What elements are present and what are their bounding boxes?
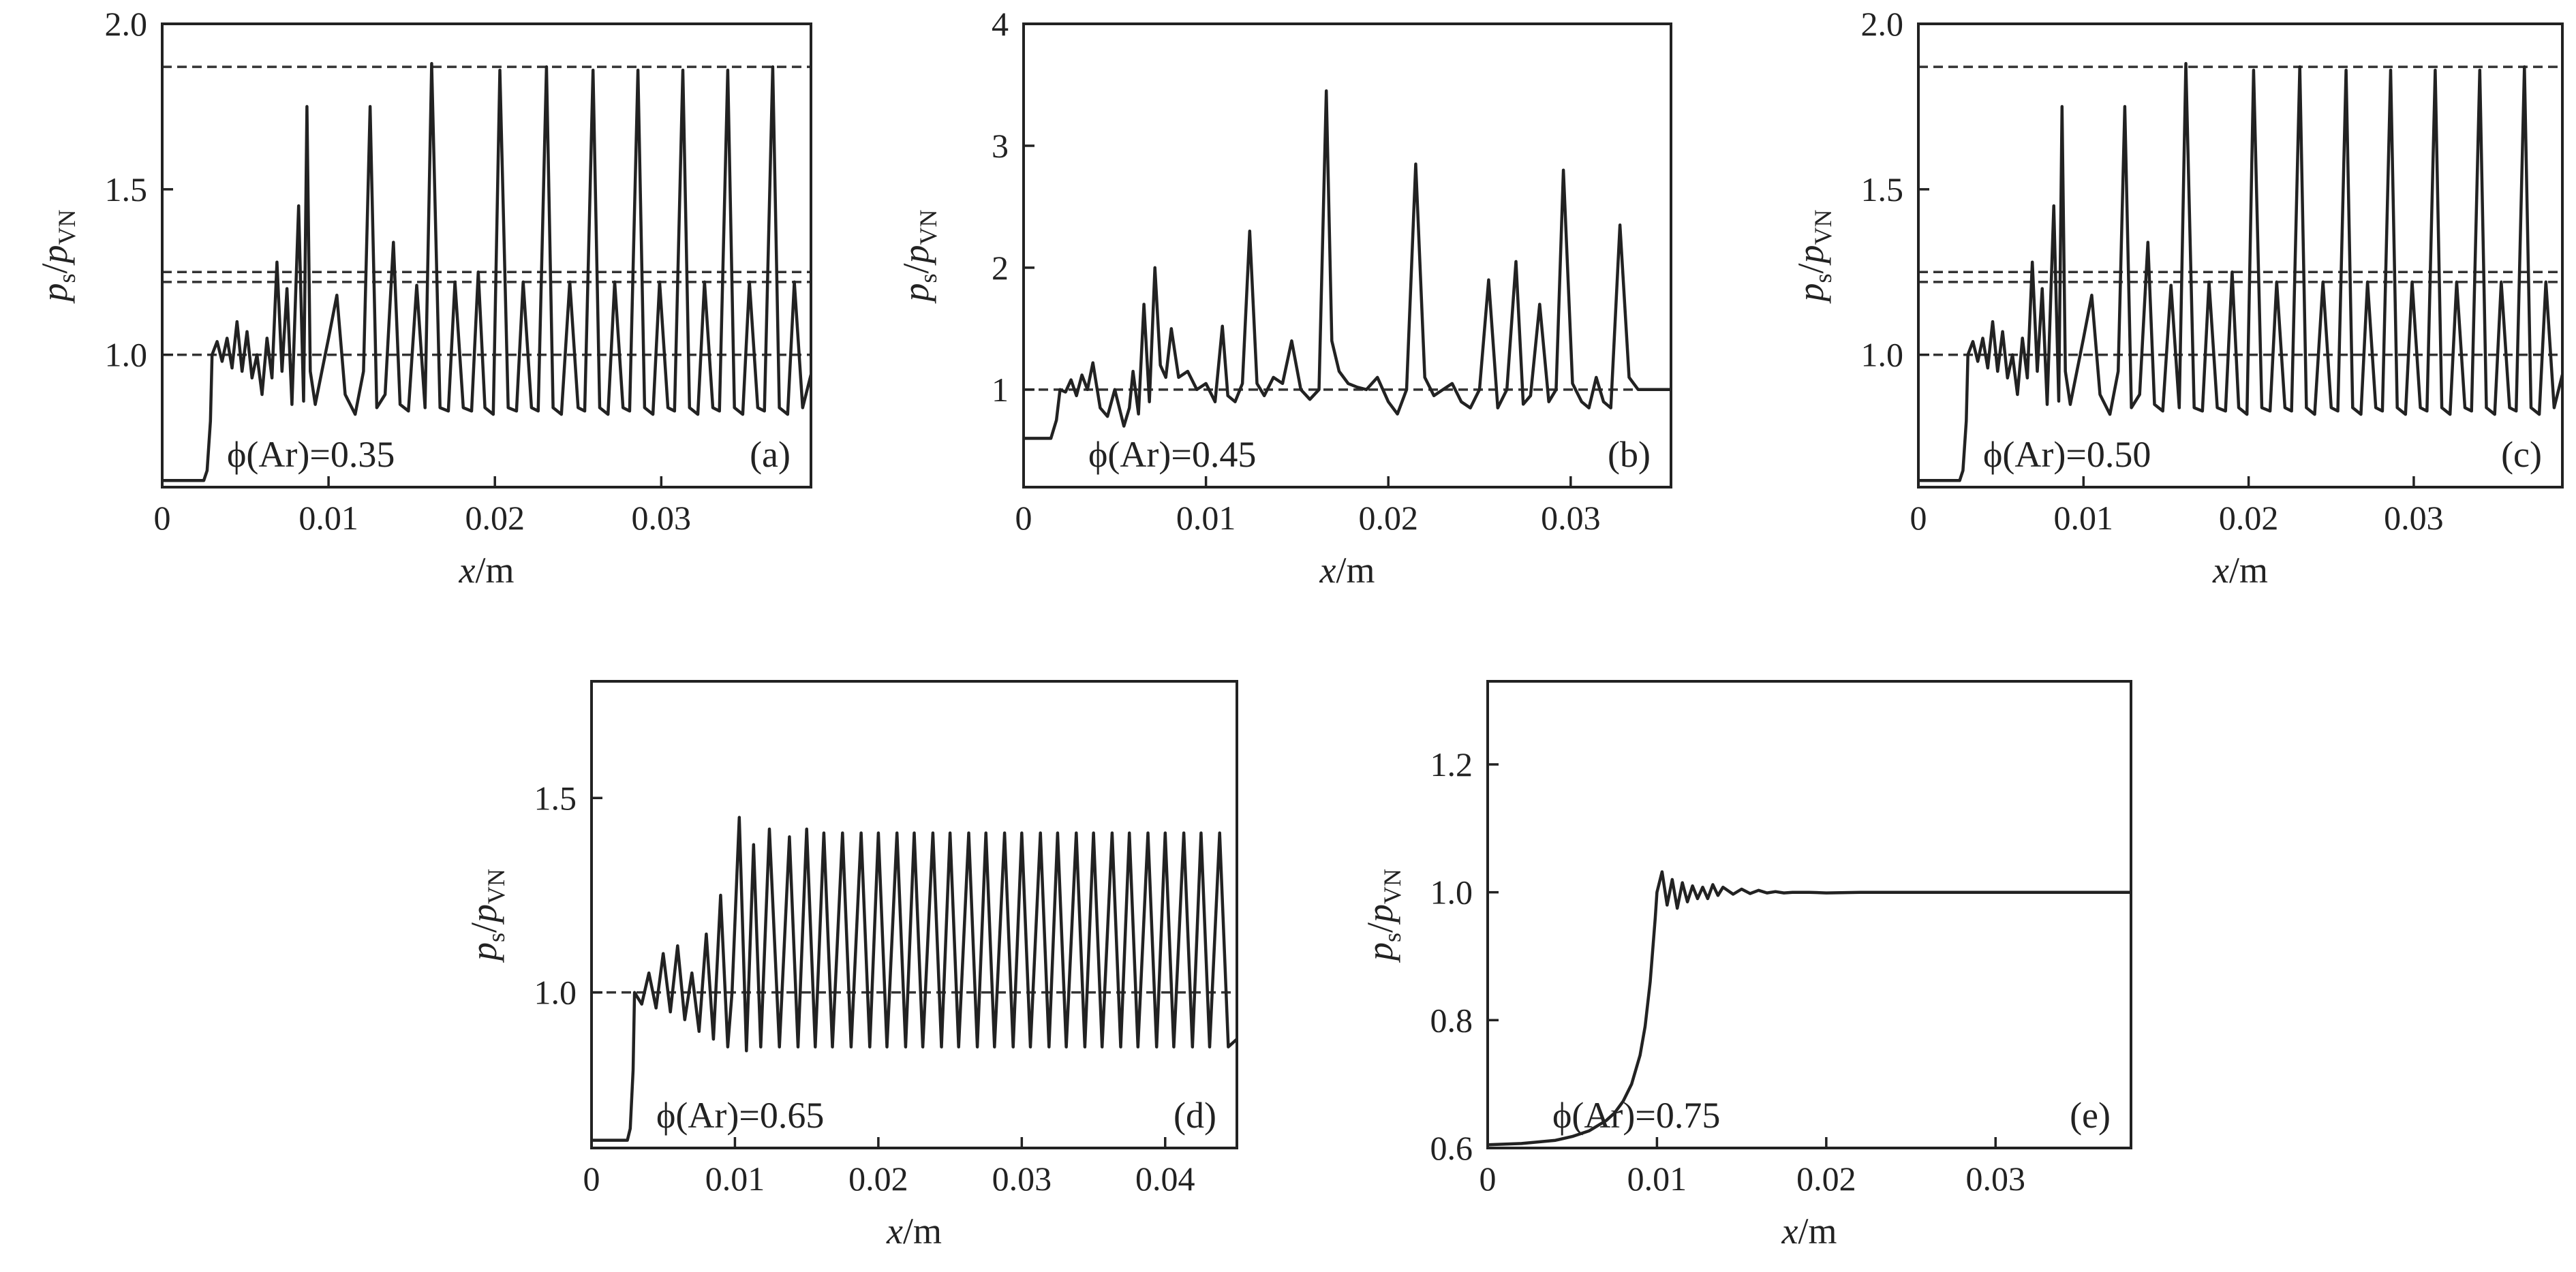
plot-frame bbox=[1022, 22, 1672, 488]
x-tick-label: 0 bbox=[583, 1160, 600, 1198]
phi-annotation: ϕ(Ar)=0.65 bbox=[656, 1095, 824, 1136]
y-axis-title: ps/pVN bbox=[34, 209, 80, 304]
series-line bbox=[1024, 89, 1671, 440]
series-line bbox=[162, 62, 811, 482]
plot-frame bbox=[1917, 22, 2564, 488]
y-axis-title: ps/pVN bbox=[1360, 869, 1406, 963]
chart-panel: 0 0.01 0.02 0.03 1.0 1.5 2.0 x/m ps/pVN ϕ(Ar)=0.5… bbox=[1790, 5, 2564, 591]
x-tick-label: 0.02 bbox=[1358, 499, 1418, 537]
phi-annotation: ϕ(Ar)=0.35 bbox=[227, 434, 395, 475]
x-tick-label: 0.03 bbox=[632, 499, 692, 537]
x-tick-label: 0.02 bbox=[848, 1160, 908, 1198]
y-axis-title: ps/pVN bbox=[1790, 209, 1837, 304]
x-axis-title: x/m bbox=[886, 1211, 942, 1252]
y-tick-label: 2.0 bbox=[1861, 5, 1904, 43]
x-tick-label: 0.02 bbox=[1796, 1160, 1856, 1198]
y-tick-label: 1.0 bbox=[105, 336, 148, 374]
panel-tag: (c) bbox=[2501, 434, 2542, 475]
panel-tag: (b) bbox=[1608, 434, 1651, 475]
y-tick-label: 1.0 bbox=[534, 974, 577, 1012]
x-tick-label: 0.03 bbox=[1541, 499, 1601, 537]
y-tick-label: 0.8 bbox=[1430, 1001, 1473, 1039]
panel-tag: (a) bbox=[750, 434, 791, 475]
x-tick-label: 0.04 bbox=[1135, 1160, 1195, 1198]
x-tick-label: 0 bbox=[1479, 1160, 1497, 1198]
panel-tag: (d) bbox=[1174, 1095, 1216, 1136]
y-axis-title: ps/pVN bbox=[463, 869, 510, 963]
phi-annotation: ϕ(Ar)=0.75 bbox=[1552, 1095, 1720, 1136]
x-tick-label: 0.02 bbox=[2219, 499, 2279, 537]
x-tick-label: 0.01 bbox=[705, 1160, 765, 1198]
series-line bbox=[592, 816, 1237, 1142]
x-tick-label: 0 bbox=[1910, 499, 1927, 537]
chart-panel: 0 0.01 0.02 0.03 1 2 3 4 x/m ps/pVN ϕ(Ar)=0.45 (b) bbox=[895, 5, 1672, 591]
y-tick-label: 1 bbox=[992, 371, 1009, 409]
x-tick-label: 0.01 bbox=[2054, 499, 2114, 537]
phi-annotation: ϕ(Ar)=0.50 bbox=[1983, 434, 2151, 475]
phi-annotation: ϕ(Ar)=0.45 bbox=[1088, 434, 1256, 475]
x-tick-label: 0.03 bbox=[1966, 1160, 2026, 1198]
y-tick-label: 1.5 bbox=[1861, 170, 1904, 208]
y-tick-label: 2.0 bbox=[105, 5, 148, 43]
y-axis-title: ps/pVN bbox=[895, 209, 942, 304]
y-tick-label: 2 bbox=[992, 249, 1009, 287]
x-tick-label: 0 bbox=[1015, 499, 1032, 537]
plot-frame bbox=[161, 22, 812, 488]
x-tick-label: 0.02 bbox=[465, 499, 525, 537]
chart-panel: 0 0.01 0.02 0.03 1.0 1.5 2.0 x/m ps/pVN ϕ(Ar)=0.3… bbox=[34, 5, 812, 591]
y-tick-label: 1.2 bbox=[1430, 745, 1473, 784]
series-line bbox=[1488, 870, 2131, 1147]
y-tick-label: 3 bbox=[992, 127, 1009, 165]
x-axis-title: x/m bbox=[2212, 550, 2268, 591]
x-axis-title: x/m bbox=[1781, 1211, 1837, 1252]
chart-panel: 0 0.01 0.02 0.03 0.04 1.0 1.5 x/m ps/pVN ϕ(Ar)=0.… bbox=[463, 680, 1238, 1252]
y-tick-label: 4 bbox=[992, 5, 1009, 43]
y-tick-label: 1.0 bbox=[1430, 873, 1473, 912]
x-tick-label: 0.01 bbox=[1627, 1160, 1687, 1198]
y-tick-label: 1.5 bbox=[534, 779, 577, 817]
y-tick-label: 0.6 bbox=[1430, 1129, 1473, 1167]
plot-frame bbox=[590, 680, 1238, 1149]
y-tick-label: 1.5 bbox=[105, 170, 148, 208]
series-line bbox=[1918, 62, 2562, 482]
x-tick-label: 0.01 bbox=[298, 499, 358, 537]
x-tick-label: 0.01 bbox=[1176, 499, 1236, 537]
x-tick-label: 0.03 bbox=[2384, 499, 2444, 537]
x-axis-title: x/m bbox=[1319, 550, 1375, 591]
x-tick-label: 0 bbox=[154, 499, 171, 537]
plot-frame bbox=[1486, 680, 2132, 1149]
chart-panel: 0 0.01 0.02 0.03 0.6 0.8 1.0 1.2 x/m ps/pVN ϕ(Ar)=… bbox=[1360, 680, 2132, 1252]
y-tick-label: 1.0 bbox=[1861, 336, 1904, 374]
panel-tag: (e) bbox=[2070, 1095, 2111, 1136]
x-axis-title: x/m bbox=[459, 550, 515, 591]
x-tick-label: 0.03 bbox=[992, 1160, 1052, 1198]
